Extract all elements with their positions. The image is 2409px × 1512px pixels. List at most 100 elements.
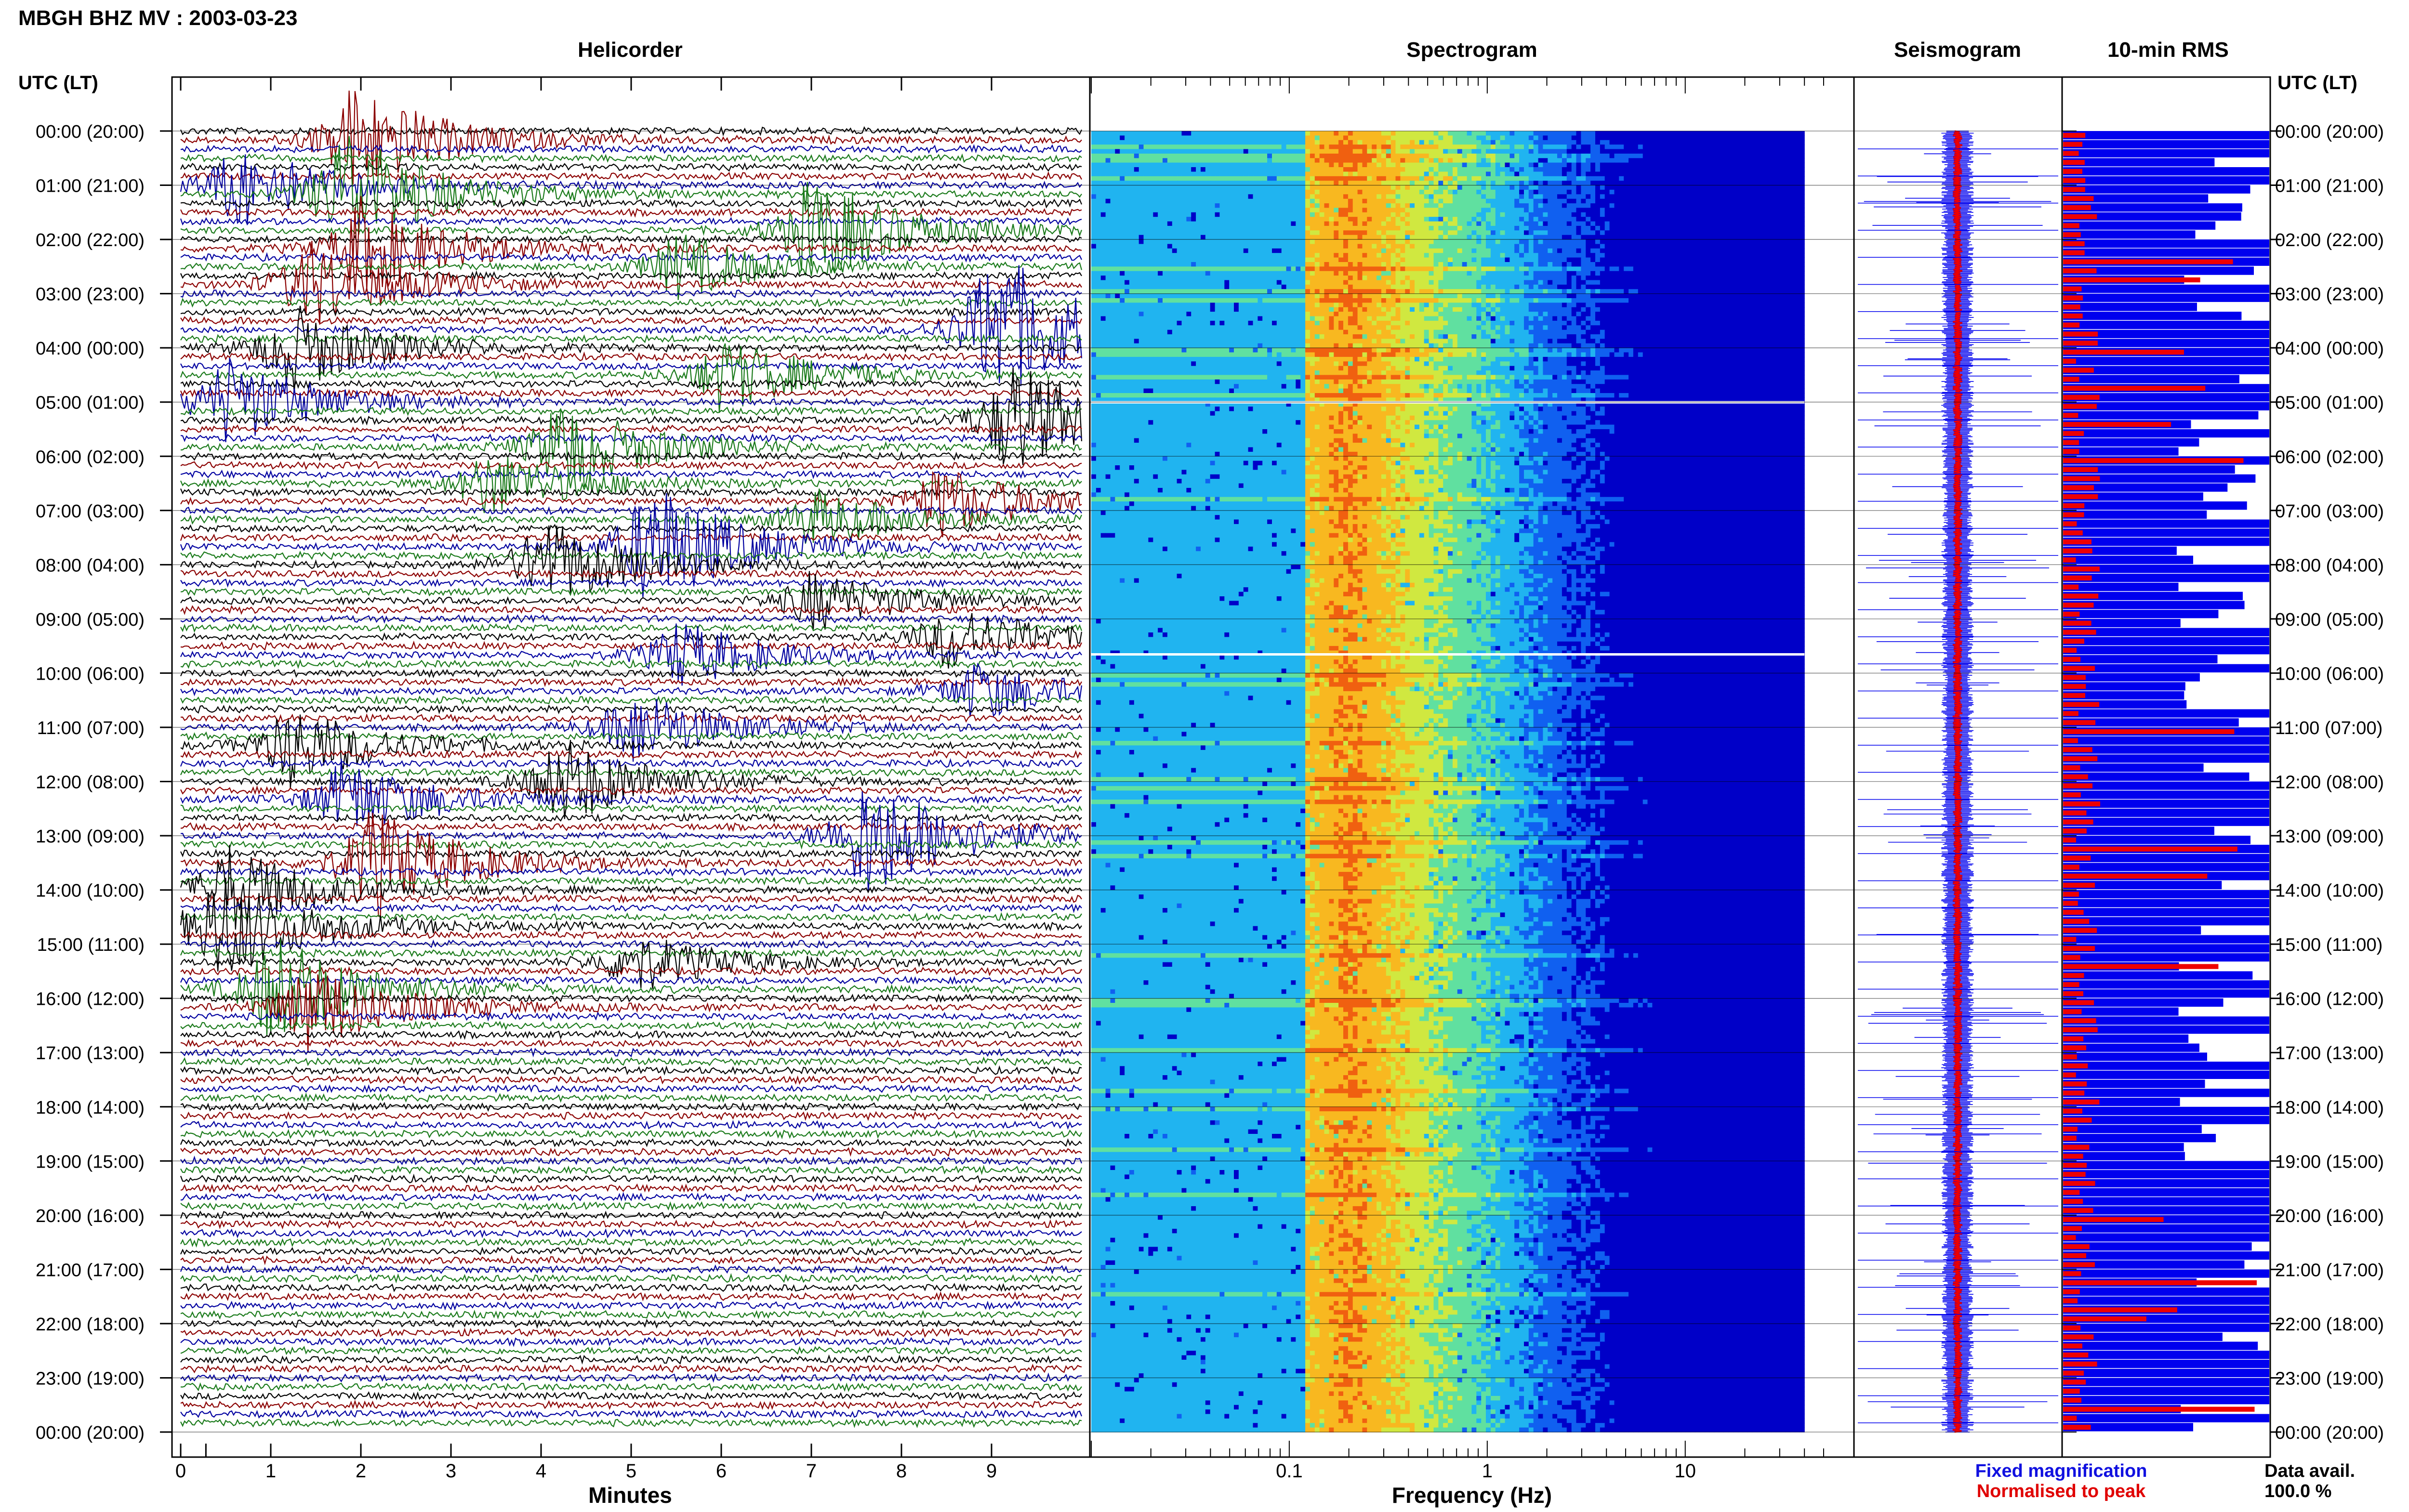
spectrogram-cell (1201, 140, 1206, 145)
spectrogram-cell (1557, 131, 1562, 136)
spectrogram-cell (1467, 135, 1472, 140)
spectrogram-cell (1244, 135, 1249, 140)
spectrogram-cell (1219, 140, 1225, 145)
spectrogram-cell (1657, 131, 1662, 136)
spectrogram-cell (1139, 131, 1144, 136)
spectrogram-cell (1315, 140, 1320, 145)
time-label-left: 02:00 (22:00) (36, 230, 145, 250)
spectrogram-cell (1590, 135, 1596, 140)
spectrogram-cell (1106, 131, 1111, 136)
spectrogram-cell (1282, 140, 1287, 145)
spectrogram-panel: 0.1 1 10 (1090, 77, 1854, 1482)
spectrogram-cell (1296, 131, 1301, 136)
time-label-left: 05:00 (01:00) (36, 393, 145, 413)
spectrogram-cell (1219, 131, 1225, 136)
spectrogram-cell (1723, 135, 1729, 140)
spectrogram-cell (1548, 131, 1553, 136)
spectrogram-cell (1296, 140, 1301, 145)
spectrogram-cell (1215, 135, 1220, 140)
spectrogram-cell (1129, 135, 1135, 140)
time-label-right: 07:00 (03:00) (2275, 501, 2384, 522)
spectrogram-cell (1486, 135, 1491, 140)
spectrogram-cell (1153, 135, 1158, 140)
spectrogram-cell (1377, 131, 1382, 136)
spectrogram-cell (1519, 131, 1524, 136)
spectrogram-cell (1144, 140, 1149, 145)
spectrogram-cell (1205, 140, 1211, 145)
spectrogram-cell (1534, 131, 1539, 136)
spectrogram-cell (1595, 131, 1601, 136)
time-label-left: 07:00 (03:00) (36, 501, 145, 522)
time-label-left: 20:00 (16:00) (36, 1206, 145, 1226)
spectrogram-cell (1296, 135, 1301, 140)
spectrogram-cell (1419, 135, 1425, 140)
spectrogram-cell (1381, 131, 1387, 136)
spectrogram-cell (1305, 135, 1310, 140)
time-label-right: 16:00 (12:00) (2275, 989, 2384, 1010)
spectrogram-cell (1662, 135, 1667, 140)
time-label-right: 10:00 (06:00) (2275, 664, 2384, 684)
spectrogram-cell (1776, 131, 1781, 136)
time-label-right: 08:00 (04:00) (2275, 555, 2384, 576)
spectrogram-cell (1567, 135, 1572, 140)
spectrogram-cell (1457, 135, 1463, 140)
spectrogram-cell (1633, 135, 1639, 140)
time-label-right: 00:00 (20:00) (2275, 122, 2384, 142)
spectrogram-cell (1244, 140, 1249, 145)
spectrogram-cell (1453, 135, 1458, 140)
spectrogram-cell (1709, 135, 1715, 140)
time-label-left: 03:00 (23:00) (36, 285, 145, 305)
spectrogram-cell (1186, 140, 1191, 145)
spectrogram-cell (1329, 131, 1334, 136)
spectrogram-cell (1111, 140, 1116, 145)
spectrogram-cell (1714, 131, 1720, 136)
spectrogram-cell (1476, 135, 1482, 140)
spectrogram-cell (1628, 135, 1634, 140)
spectrogram-cell (1534, 135, 1539, 140)
spectrogram-cell (1486, 131, 1491, 136)
spectrogram-cell (1766, 131, 1772, 136)
spectrogram-cell (1125, 131, 1130, 136)
spectrogram-cell (1125, 140, 1130, 145)
spectrogram-cell (1481, 131, 1486, 136)
spectrogram-cell (1481, 135, 1486, 140)
spectrogram-cell (1747, 135, 1753, 140)
spectrogram-cell (1719, 131, 1724, 136)
spectrogram-cell (1148, 131, 1153, 136)
seismogram-title: Seismogram (1894, 38, 2021, 62)
spectrogram-cell (1329, 135, 1334, 140)
time-label-left: 01:00 (21:00) (36, 176, 145, 197)
spectrogram-cell (1500, 135, 1506, 140)
spectrogram-cell (1681, 135, 1686, 140)
time-label-right: 01:00 (21:00) (2275, 176, 2384, 197)
spectrogram-cell (1177, 135, 1182, 140)
spectrogram-cell (1743, 131, 1748, 136)
time-label-left: 00:00 (20:00) (36, 122, 145, 142)
spectrogram-cell (1572, 131, 1577, 136)
spectrogram-cell (1134, 131, 1139, 136)
spectrogram-cell (1115, 140, 1120, 145)
spectrogram-cell (1201, 131, 1206, 136)
time-label-right: 12:00 (08:00) (2275, 773, 2384, 793)
spectrogram-cell (1391, 131, 1396, 136)
time-label-right: 18:00 (14:00) (2275, 1098, 2384, 1118)
spectrogram-cell (1377, 135, 1382, 140)
time-label-left: 21:00 (17:00) (36, 1260, 145, 1280)
spectrogram-cell (1652, 131, 1657, 136)
spectrogram-cell (1120, 131, 1125, 136)
spectrogram-cell (1538, 135, 1544, 140)
helicorder-xtick-label: 8 (896, 1460, 907, 1482)
spectrogram-cell (1771, 131, 1776, 136)
spectrogram-cell (1600, 135, 1605, 140)
time-label-left: 10:00 (06:00) (36, 664, 145, 684)
spectrogram-cell (1139, 135, 1144, 140)
spectrogram-cell (1705, 135, 1710, 140)
spectrogram-cell (1224, 135, 1230, 140)
spectrogram-cell (1386, 131, 1391, 136)
spectrogram-cell (1410, 135, 1415, 140)
spectrogram-cell (1125, 135, 1130, 140)
spectrogram-cell (1343, 140, 1349, 145)
spectrogram-cell (1353, 135, 1358, 140)
spectrogram-cell (1552, 131, 1558, 136)
spectrogram-cell (1652, 135, 1657, 140)
